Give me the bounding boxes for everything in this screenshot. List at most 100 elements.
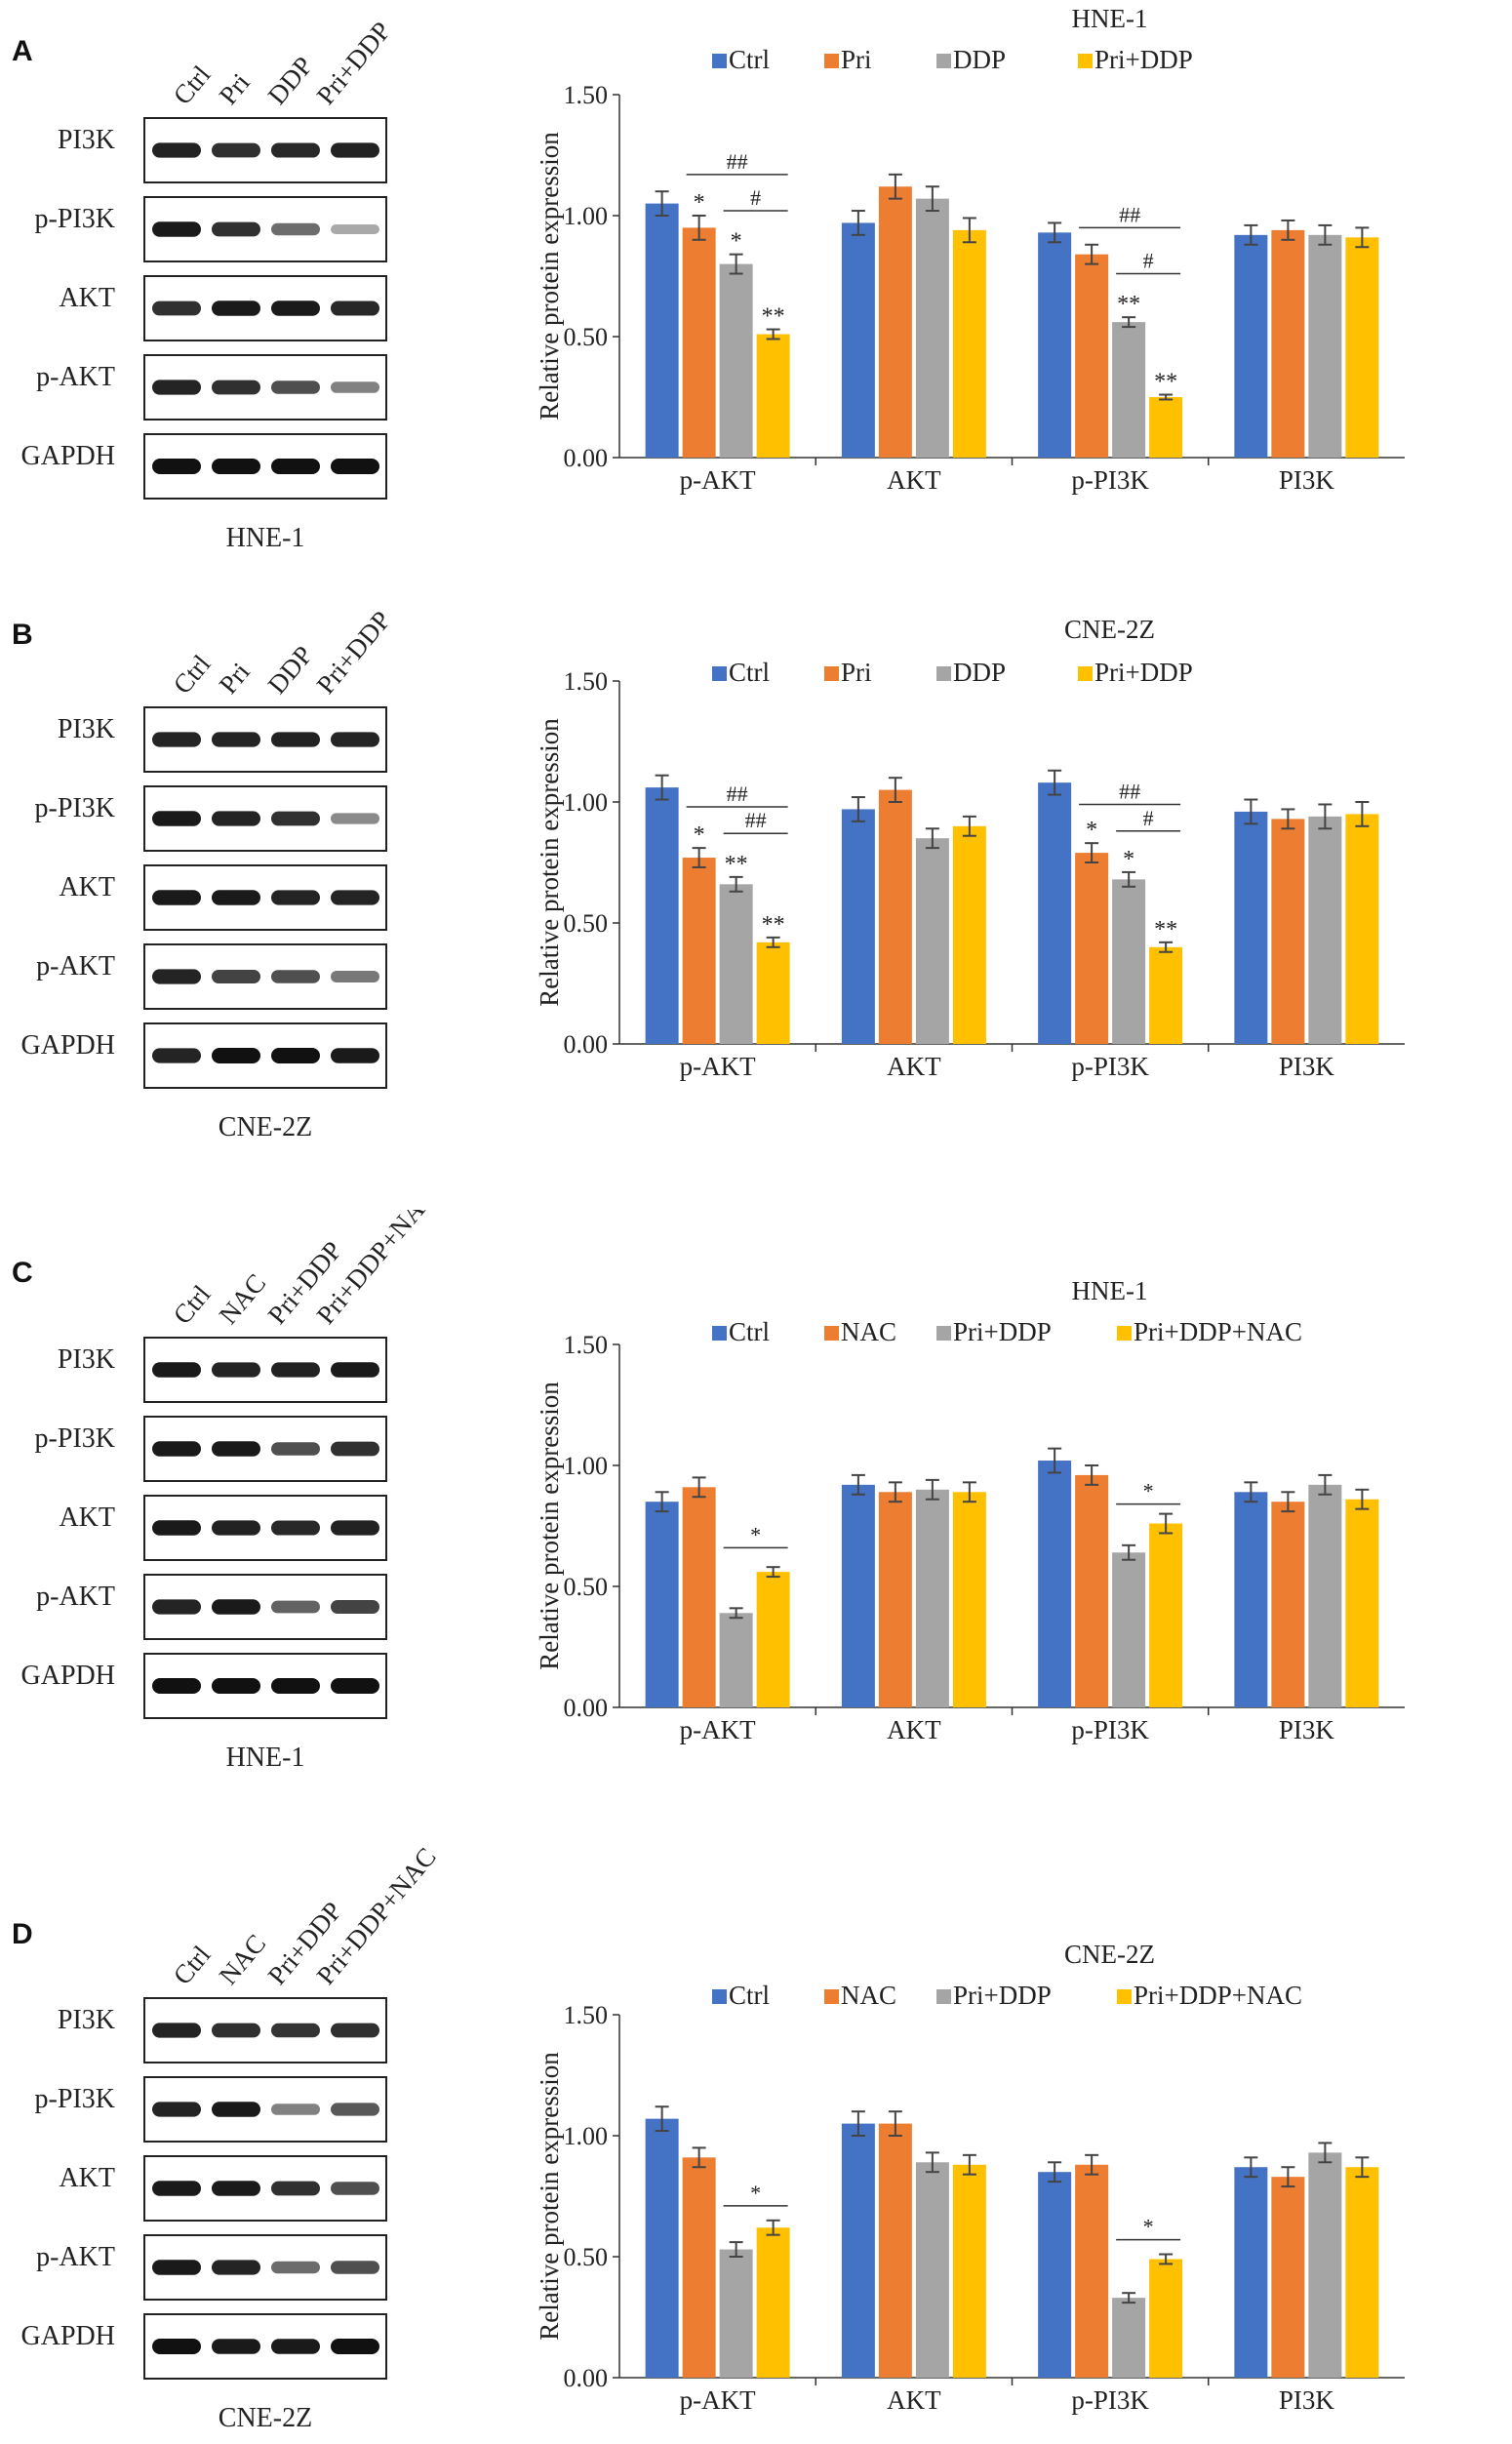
significance-bracket-label: # [1143,249,1154,273]
bar [841,2123,875,2378]
y-tick-label: 1.00 [564,202,609,230]
western-blot: Ctrl NAC Pri+DDP Pri+DDP+NAC PI3K p-PI3K AKT p-… [0,1834,546,2439]
western-blot: Ctrl Pri DDP Pri+DDP PI3K p-PI3K AKT p-AKT GAPDH… [0,605,546,1210]
protein-band [331,224,379,234]
bar [756,942,790,1044]
bar [1075,2164,1109,2378]
blot-row-label: p-AKT [36,951,115,982]
blot-row-label: p-PI3K [35,1423,115,1454]
bar-chart: HNE-1 Ctrl NAC Pri+DDP Pri+DDP+NAC 0.00 0.50 1.… [535,1210,1512,1815]
bar [878,1492,912,1707]
protein-band [271,1442,320,1456]
blot-row-label: AKT [59,872,115,902]
bar [952,825,986,1044]
significance-bracket-label: ## [1119,779,1140,803]
protein-band [212,1048,260,1063]
protein-band [331,142,379,158]
significance-bracket-label: * [1143,1479,1154,1503]
blot-row-label: PI3K [58,2005,115,2035]
protein-band [152,732,201,747]
y-tick-label: 1.50 [564,1331,609,1359]
western-blot: Ctrl NAC Pri+DDP Pri+DDP+NAC PI3K p-PI3K AKT p-… [0,1210,546,1815]
x-tick-label: p-AKT [680,1715,756,1744]
bar [915,1489,949,1707]
legend-swatch [712,1326,727,1341]
chart-title: HNE-1 [1072,4,1148,33]
bar-chart: CNE-2Z Ctrl Pri DDP Pri+DDP 0.00 0.50 1.00 1.50 R… [535,605,1512,1210]
panel-c: C Ctrl NAC Pri+DDP Pri+DDP+NAC PI3K p-PI3K AKT… [0,1210,1512,1815]
bar [645,203,679,458]
bar [952,2164,986,2378]
protein-band [331,2182,379,2195]
legend-label: Pri+DDP [953,1981,1052,2010]
bar [756,1572,790,1707]
bar [878,186,912,459]
blot-row-label: AKT [59,1502,115,1533]
legend-swatch [824,1326,839,1341]
bar [1234,2167,1268,2378]
significance-bracket-label: # [750,185,761,210]
lane-label: Ctrl [168,649,217,699]
significance-mark: ** [1154,370,1177,395]
legend-label: Pri+DDP [1094,45,1193,74]
western-blot-image: CtrlNACPri+DDPPri+DDP+NACPI3Kp-PI3KAKTp-… [21,1210,442,1773]
protein-band [271,2181,320,2196]
bar [915,838,949,1044]
y-tick-label: 1.50 [564,667,609,696]
protein-band [271,811,320,826]
bar [645,787,679,1044]
chart-title: HNE-1 [1072,1276,1148,1305]
x-tick-label: AKT [887,465,941,495]
protein-band [212,300,260,316]
bar [645,2118,679,2378]
lane-label: Pri [214,657,256,699]
protein-band [212,2181,260,2196]
bar-chart-plot: CNE-2Z Ctrl NAC Pri+DDP Pri+DDP+NAC 0.00 0.50 1… [535,1940,1405,2415]
lane-label: DDP [262,51,319,110]
legend-label: Pri [841,45,872,74]
y-axis-label: Relative protein expression [537,718,564,1007]
bar [1149,397,1183,458]
legend-swatch [936,1326,951,1341]
chart-title: CNE-2Z [1064,1940,1155,1969]
y-axis-label: Relative protein expression [537,1382,564,1670]
bar [1038,232,1072,458]
significance-mark: * [694,822,705,848]
bar [719,263,753,458]
lane-label: Pri [214,67,256,109]
bar [1112,879,1146,1044]
protein-band [212,732,260,747]
protein-band [152,2339,201,2354]
significance-bracket-label: * [750,2181,761,2205]
significance-mark: ** [762,304,785,330]
x-tick-label: AKT [887,1052,941,1081]
bar [841,809,875,1044]
protein-band [331,1600,379,1614]
protein-band [331,1678,379,1694]
y-axis-label: Relative protein expression [537,132,564,421]
x-tick-label: p-PI3K [1071,465,1149,495]
legend-swatch [1078,666,1093,681]
bar [1308,2152,1342,2378]
y-tick-label: 0.00 [564,1694,609,1722]
panel-letter: A [12,35,33,67]
y-tick-label: 0.50 [564,323,609,351]
significance-mark: ** [762,912,785,938]
bar [1038,1461,1072,1707]
bar [841,222,875,458]
protein-band [271,1362,320,1378]
legend-swatch [712,666,727,681]
protein-band [212,1520,260,1536]
blot-row-label: GAPDH [21,2321,115,2351]
protein-band [152,459,201,474]
protein-band [212,1362,260,1378]
y-tick-label: 1.50 [564,81,609,109]
protein-band [152,2181,201,2196]
protein-band [152,890,201,905]
protein-band [212,221,260,237]
bar [1345,237,1379,458]
protein-band [212,459,260,474]
bar [1234,1492,1268,1707]
bar [1271,1502,1305,1707]
protein-band [152,1362,201,1378]
